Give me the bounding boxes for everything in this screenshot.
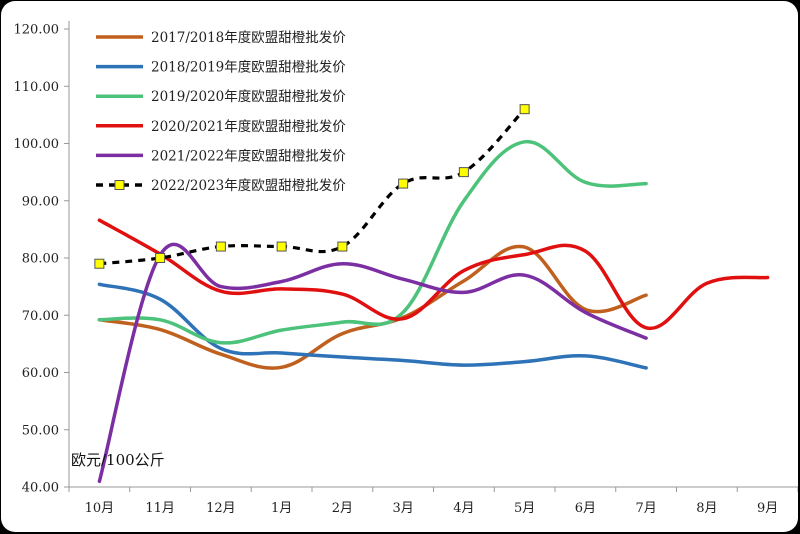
y-tick-label: 80.00	[22, 252, 59, 267]
data-point-marker	[215, 241, 226, 252]
series-lines	[97, 108, 770, 484]
series-line-2	[97, 140, 648, 345]
series-line-4	[97, 242, 648, 484]
data-point-marker	[398, 178, 409, 189]
x-tick-label: 12月	[206, 501, 236, 516]
y-tick-label: 100.00	[14, 137, 60, 152]
y-tick-label: 110.00	[14, 80, 60, 95]
data-point-marker	[337, 241, 348, 252]
data-point-marker	[519, 104, 530, 115]
legend-label-3: 2020/2021年度欧盟甜橙批发价	[151, 119, 346, 135]
x-tick-label: 9月	[757, 501, 778, 516]
legend-label-5: 2022/2023年度欧盟甜橙批发价	[151, 178, 346, 194]
y-tick-label: 70.00	[22, 309, 59, 324]
y-tick-label: 60.00	[22, 366, 59, 381]
x-tick-label: 1月	[271, 501, 292, 516]
series-line-3	[97, 218, 770, 330]
x-tick-label: 2月	[332, 501, 353, 516]
data-point-marker	[276, 241, 287, 252]
y-axis-unit-label: 欧元/100公斤	[71, 451, 165, 469]
y-tick-label: 90.00	[22, 194, 59, 209]
legend-label-2: 2019/2020年度欧盟甜橙批发价	[151, 89, 346, 105]
data-point-marker	[155, 253, 166, 263]
legend-label-4: 2021/2022年度欧盟甜橙批发价	[151, 148, 346, 164]
y-tick-label: 120.00	[14, 23, 60, 38]
x-tick-label: 6月	[575, 501, 596, 516]
series-line-0	[97, 244, 648, 370]
x-tick-label: 7月	[635, 501, 656, 516]
legend-label-1: 2018/2019年度欧盟甜橙批发价	[151, 60, 346, 76]
series-line-1	[97, 282, 648, 370]
legend-label-0: 2017/2018年度欧盟甜橙批发价	[151, 30, 346, 46]
legend-marker	[114, 180, 125, 190]
x-tick-label: 11月	[145, 501, 175, 516]
x-axis-ticks: 10月 11月 12月 1月 2月 3月 4月 5月 6月 7月 8月 9月	[68, 487, 798, 516]
series-markers	[94, 104, 530, 269]
data-point-marker	[458, 167, 469, 178]
x-tick-label: 4月	[453, 501, 474, 516]
x-tick-label: 5月	[514, 501, 535, 516]
y-axis-ticks: 40.00 50.00 60.00 70.00 80.00 90.00 100.00 110.…	[14, 23, 69, 496]
legend: 2017/2018年度欧盟甜橙批发价 2018/2019年度欧盟甜橙批发价 2019…	[96, 30, 346, 194]
y-tick-label: 40.00	[22, 481, 59, 496]
data-point-marker	[94, 258, 105, 269]
y-tick-label: 50.00	[22, 423, 59, 438]
x-tick-label: 8月	[696, 501, 717, 516]
x-tick-label: 3月	[392, 501, 413, 516]
x-tick-label: 10月	[85, 501, 115, 516]
